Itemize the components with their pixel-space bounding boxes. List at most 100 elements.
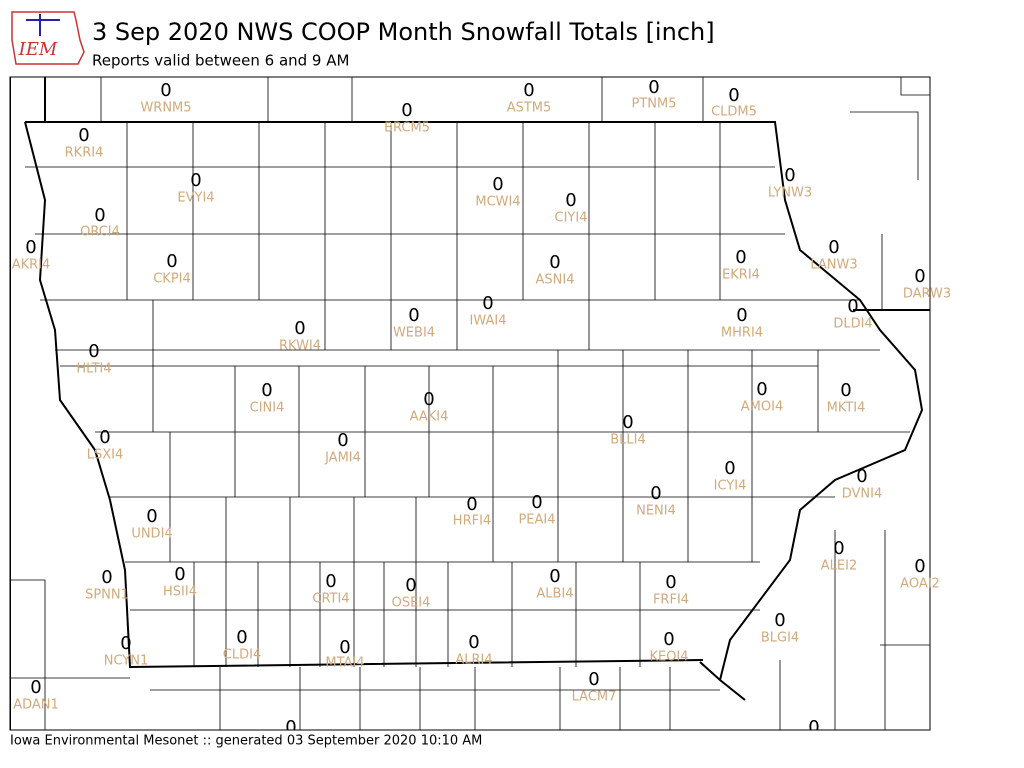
station-value: 0 [78,125,89,146]
station-label: ADAN1 [13,698,59,713]
station-label: CINI4 [250,401,285,416]
station-value: 0 [401,100,412,121]
station-value: 0 [756,379,767,400]
station-label: CIYI4 [555,211,588,226]
station-label: ALRI4 [455,653,492,668]
station-label: RKWI4 [279,339,321,354]
station-value: 0 [294,318,305,339]
station-label: IWAI4 [470,314,507,329]
station-label: NENI4 [636,504,676,519]
logo-text: IEM [18,39,58,60]
station-value: 0 [101,567,112,588]
station-label: AAKI4 [410,410,449,425]
station-value: 0 [30,677,41,698]
station-value: 0 [94,205,105,226]
station-value: 0 [261,380,272,401]
station-value: 0 [523,80,534,101]
station-label: EVYI4 [177,191,214,206]
station-value: 0 [325,571,336,592]
station-label: ALBI4 [536,587,573,602]
station-value: 0 [622,412,633,433]
station-label: JAMI4 [324,451,361,466]
station-value: 0 [735,247,746,268]
station-label: LYNW3 [768,186,812,201]
station-value: 0 [736,305,747,326]
station-label: KEOI4 [649,650,688,665]
station-label: ASNI4 [536,273,575,288]
station-value: 0 [828,237,839,258]
station-value: 0 [339,637,350,658]
logo: IEM [11,11,85,65]
station-value: 0 [25,237,36,258]
station-value: 0 [531,492,542,513]
station-label: MKTI4 [827,401,866,416]
station-label: LANW3 [810,258,857,273]
station-value: 0 [160,80,171,101]
station-value: 0 [549,252,560,273]
map-frame [9,76,931,731]
station-label: PEAI4 [518,513,555,528]
station-value: 0 [482,293,493,314]
station-value: 0 [856,466,867,487]
station-value: 0 [833,538,844,559]
station-value: 0 [784,165,795,186]
station-label: AMOI4 [741,400,783,415]
station-value: 0 [588,669,599,690]
station-label: BRCM5 [384,121,430,136]
station-label: DLDI4 [833,317,872,332]
station-value: 0 [840,380,851,401]
station-label: NCYN1 [104,654,149,669]
station-value: 0 [174,564,185,585]
station-label: FRFI4 [653,593,689,608]
station-label: ASTM5 [507,101,552,116]
station-value: 0 [466,494,477,515]
station-value: 0 [808,717,819,738]
station-value: 0 [405,575,416,596]
station-value: 0 [468,632,479,653]
station-value: 0 [285,717,296,738]
station-label: CLDM5 [711,105,757,120]
station-label: HSII4 [163,585,197,600]
subtitle: Reports valid between 6 and 9 AM [92,52,349,70]
station-value: 0 [337,430,348,451]
station-label: MCWI4 [475,195,520,210]
station-value: 0 [166,251,177,272]
station-value: 0 [724,458,735,479]
station-value: 0 [120,633,131,654]
station-value: 0 [88,341,99,362]
station-value: 0 [914,266,925,287]
station-value: 0 [423,389,434,410]
station-label: MHRI4 [721,326,763,341]
station-value: 0 [665,572,676,593]
station-value: 0 [648,77,659,98]
station-label: UNDI4 [131,527,172,542]
station-label: PTNM5 [632,97,677,112]
station-label: RKRI4 [65,146,104,161]
station-label: OSEI4 [392,596,431,611]
station-label: ALEI2 [821,559,857,574]
station-value: 0 [774,610,785,631]
station-value: 0 [663,629,674,650]
station-value: 0 [565,190,576,211]
station-value: 0 [549,566,560,587]
station-value: 0 [146,506,157,527]
station-label: CLDI4 [223,648,261,663]
map [10,77,930,730]
station-value: 0 [650,483,661,504]
station-label: HRFI4 [453,514,491,529]
station-label: LACM7 [572,690,617,705]
station-label: SPNN1 [85,588,129,603]
station-label: AOAI2 [900,577,940,592]
station-label: WRNM5 [140,101,191,116]
station-label: ORCI4 [80,225,120,240]
station-label: CKPI4 [153,272,191,287]
station-label: EKRI4 [722,268,760,283]
station-value: 0 [408,305,419,326]
station-label: BLGI4 [761,631,799,646]
title: 3 Sep 2020 NWS COOP Month Snowfall Total… [92,18,715,46]
station-value: 0 [847,296,858,317]
station-label: ICYI4 [714,479,747,494]
station-label: MTAI4 [325,656,364,671]
